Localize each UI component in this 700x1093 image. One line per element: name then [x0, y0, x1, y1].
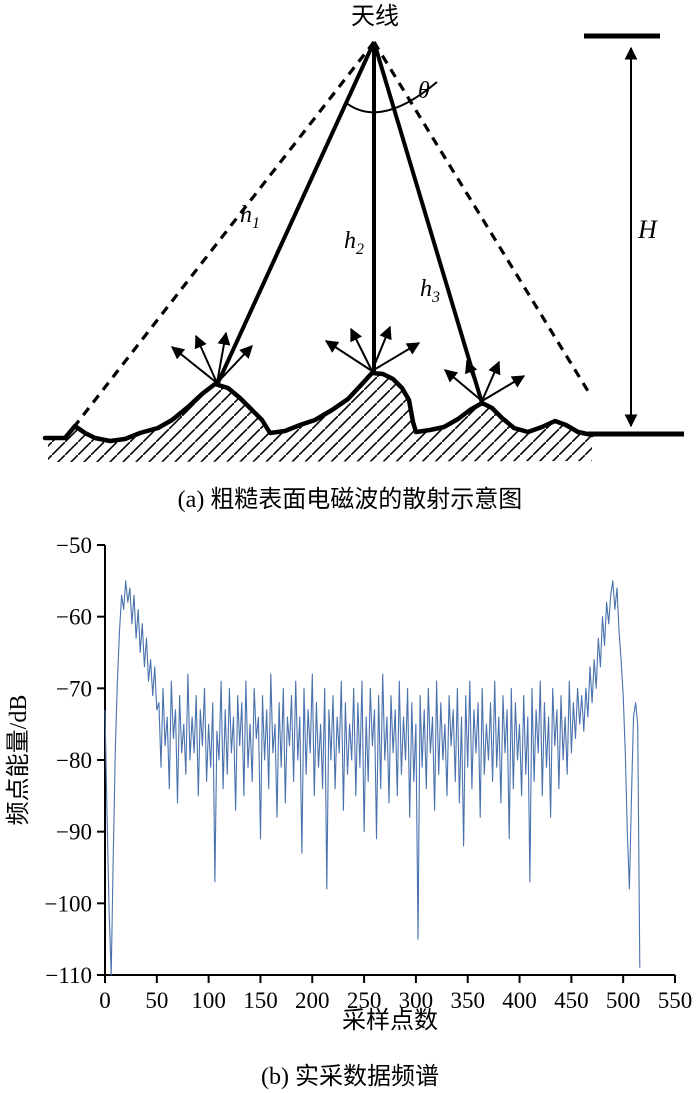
scatter-arrow: [170, 346, 218, 384]
panel-b-caption: (b) 实采数据频谱: [261, 1064, 439, 1090]
y-tick-label: −110: [45, 963, 92, 988]
theta-arc: [344, 81, 438, 114]
x-tick-label: 550: [658, 988, 693, 1013]
scatter-arrow: [216, 331, 231, 384]
spectrum-line: [104, 580, 641, 976]
scatter-arrow: [481, 375, 526, 402]
x-tick-label: 0: [99, 988, 111, 1013]
rough-surface: [42, 370, 595, 444]
scattering-diagram: 天线 θ h1 h2 h3 H: [42, 3, 684, 462]
scatter-arrow: [481, 360, 501, 402]
height-label: H: [637, 215, 658, 244]
y-tick-label: −70: [56, 676, 92, 701]
x-tick-label: 50: [145, 988, 168, 1013]
scatter-arrow: [444, 369, 483, 402]
x-tick-label: 150: [243, 988, 278, 1013]
scatter-arrow: [194, 334, 218, 384]
beam-line-h3: [372, 41, 484, 404]
x-tick-label: 400: [502, 988, 537, 1013]
x-axis-title: 采样点数: [342, 1007, 438, 1034]
panel-a-caption: (a) 粗糙表面电磁波的散射示意图: [177, 487, 523, 513]
y-axis-title: 频点能量/dB: [5, 695, 32, 826]
x-tick-label: 300: [399, 988, 434, 1013]
beam-edge-left-dashed: [72, 41, 376, 428]
scatter-arrow-groups: [170, 325, 526, 402]
scatter-arrow: [371, 342, 421, 372]
scatter-arrow: [465, 359, 483, 402]
x-tick-label: 500: [606, 988, 641, 1013]
h3-sub: 3: [431, 289, 440, 306]
spectrum-chart: 0 50 100 150 200 250 300 350 400 450 500 550 −50 −60 −…: [5, 533, 693, 1034]
y-tick-label: −50: [56, 533, 92, 558]
antenna-label: 天线: [351, 3, 399, 30]
scatter-arrow: [324, 340, 373, 372]
y-tick-label: −90: [56, 820, 92, 845]
h3-label: h3: [420, 276, 440, 306]
y-tick-label: −100: [45, 891, 92, 916]
h1-base: h: [240, 202, 252, 228]
scatter-arrow: [350, 327, 373, 372]
x-tick-label: 200: [295, 988, 330, 1013]
h1-sub: 1: [252, 215, 260, 232]
scatter-arrow: [371, 325, 392, 372]
x-tick-label: 450: [554, 988, 589, 1013]
h3-base: h: [420, 276, 432, 302]
h1-label: h1: [240, 202, 260, 232]
x-tick-label: 100: [191, 988, 226, 1013]
h2-base: h: [344, 228, 356, 254]
y-tick-label: −60: [56, 605, 92, 630]
scatter-arrow: [216, 345, 253, 384]
h2-sub: 2: [356, 241, 364, 258]
beam-line-h1: [215, 41, 376, 386]
h2-label: h2: [344, 228, 364, 258]
beam-edge-right-dashed: [372, 41, 593, 397]
x-tick-label: 250: [347, 988, 382, 1013]
theta-label: θ: [418, 78, 430, 104]
chart-axes-and-series: 0 50 100 150 200 250 300 350 400 450 500 550 −50 −60 −…: [45, 533, 693, 1013]
x-tick-label: 350: [450, 988, 485, 1013]
y-tick-label: −80: [56, 748, 92, 773]
